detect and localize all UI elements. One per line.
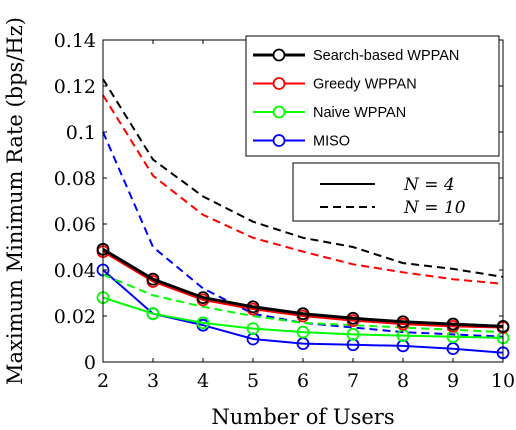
legend-label: Search-based WPPAN (313, 48, 459, 64)
y-tick-label: 0.06 (54, 214, 96, 236)
x-tick-label: 10 (491, 370, 515, 392)
legend-label: Greedy WPPAN (313, 77, 417, 93)
y-tick-label: 0.08 (54, 168, 96, 190)
n-legend-label: N = 10 (403, 198, 466, 218)
data-point (296, 325, 310, 339)
legend-series: Search-based WPPAN Greedy WPPAN Naive WPPA… (245, 35, 500, 157)
legend-label: MISO (313, 134, 350, 150)
y-tick-label: 0 (84, 352, 96, 374)
legend-swatch-marker (272, 105, 286, 119)
data-point (446, 342, 460, 356)
data-point (346, 327, 360, 341)
y-tick-label: 0.02 (54, 306, 96, 328)
x-tick-label: 9 (447, 370, 459, 392)
data-point (146, 272, 160, 286)
data-point (196, 316, 210, 330)
n-legend-label: N = 4 (403, 175, 455, 195)
series-miso-n10 (102, 131, 504, 338)
series-line (102, 273, 504, 334)
legend-n-box (292, 162, 500, 222)
legend-swatch-marker (272, 134, 286, 147)
y-axis-label: Maximum Minimum Rate (bps/Hz) (3, 17, 27, 385)
x-axis-label: Number of Users (211, 405, 394, 429)
data-point (146, 307, 160, 321)
series-line (102, 250, 504, 329)
y-tick-label: 0.14 (54, 30, 96, 52)
data-point (196, 291, 210, 305)
legend-series-items: Search-based WPPAN Greedy WPPAN Naive WPPA… (253, 48, 459, 150)
x-tick-label: 5 (247, 370, 259, 392)
series-line (102, 78, 504, 278)
legend-label: Naive WPPAN (313, 105, 406, 121)
legend-n-items: N = 4 N = 10 (320, 175, 466, 218)
x-tick-label: 2 (97, 370, 109, 392)
data-point (246, 300, 260, 314)
legend-n: N = 4 N = 10 (292, 162, 500, 222)
series-naive-wppan-n10 (102, 273, 504, 334)
x-tick-label: 7 (347, 370, 359, 392)
x-tick-label: 6 (297, 370, 309, 392)
series-greedy-wppan-n10 (102, 94, 504, 285)
series-line (102, 296, 504, 339)
ticks-layer: 0 0.02 0.04 0.06 0.08 0.1 0.12 0.14 2 3 4 5 6 7 8 9 10 (54, 30, 515, 392)
series-layer (96, 78, 510, 360)
series-line (102, 131, 504, 338)
x-tick-label: 8 (397, 370, 409, 392)
series-search-based-wppan-n10 (102, 78, 504, 278)
data-point (396, 315, 410, 329)
x-tick-label: 3 (147, 370, 159, 392)
legend-swatch-marker (272, 77, 286, 90)
y-tick-label: 0.1 (66, 122, 96, 144)
data-point (296, 307, 310, 321)
x-tick-label: 4 (197, 370, 209, 392)
legend-swatch-marker (272, 48, 286, 62)
y-tick-label: 0.04 (54, 260, 96, 282)
data-point (446, 317, 460, 331)
series-line (102, 94, 504, 285)
data-point (246, 322, 260, 336)
data-point (346, 311, 360, 325)
series-naive-wppan-n4 (96, 291, 510, 345)
y-tick-label: 0.12 (54, 76, 96, 98)
series-line (102, 248, 504, 328)
